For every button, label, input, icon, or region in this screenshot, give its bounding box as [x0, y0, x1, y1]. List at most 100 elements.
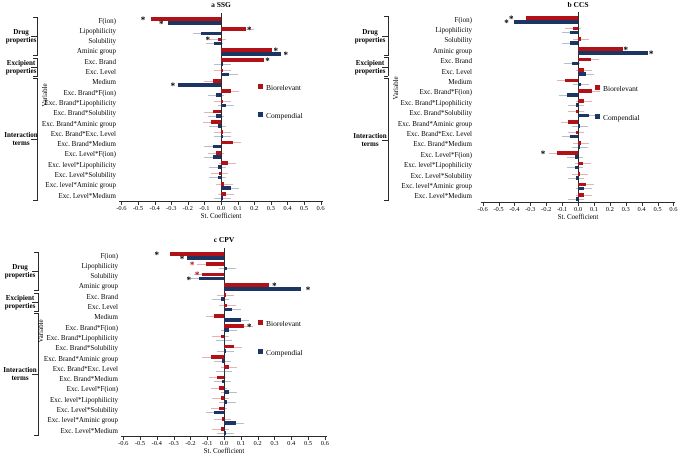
- error-whisker: [237, 29, 255, 31]
- x-tick: [257, 437, 259, 440]
- error-whisker: [213, 418, 231, 420]
- category-label: F(ion): [98, 16, 117, 25]
- bar-biorelevant: [213, 313, 224, 318]
- x-tick: [578, 203, 579, 206]
- group-bracket-cap: [384, 15, 388, 17]
- error-whisker: [566, 157, 583, 158]
- bar-biorelevant: [224, 293, 226, 297]
- error-whisker: [584, 90, 601, 92]
- category-label: Exc. Brand: [440, 57, 473, 66]
- bar-compendial: [578, 72, 586, 76]
- bar-biorelevant: [578, 88, 593, 93]
- legend-label: Biorelevant: [603, 83, 638, 93]
- bar-compendial: [576, 103, 578, 108]
- category-label: Exc. Brand*Lipophilicity: [46, 333, 118, 342]
- bar-compendial: [214, 41, 221, 46]
- bar-compendial: [578, 186, 585, 191]
- group-bracket: [38, 292, 39, 312]
- x-tick: [673, 203, 675, 206]
- group-bracket-cap: [384, 57, 388, 59]
- bar-compendial: [570, 30, 578, 35]
- x-tick: [482, 203, 484, 206]
- x-tick-label: 0.2: [605, 205, 614, 213]
- bar-compendial: [221, 196, 223, 200]
- category-label: Exc. Level*F(ion): [420, 150, 472, 159]
- significance-star: *: [154, 249, 160, 260]
- bar-biorelevant: [221, 140, 233, 145]
- bar-biorelevant: [578, 192, 585, 197]
- legend-label: Compendial: [603, 112, 640, 122]
- significance-star: *: [186, 274, 191, 285]
- x-tick: [224, 437, 225, 440]
- category-label: Exc. level*Lipophilicity: [47, 160, 116, 169]
- significance-star: *: [246, 25, 252, 36]
- bar-biorelevant: [525, 16, 578, 20]
- bar-biorelevant: [565, 78, 578, 83]
- x-tick-label: -0.1: [202, 439, 213, 447]
- category-label: Aminic group: [78, 282, 118, 291]
- error-whisker: [214, 64, 231, 65]
- x-tick-label: -0.2: [541, 205, 552, 213]
- x-tick-label: -0.3: [525, 205, 536, 213]
- legend-label: Compendial: [266, 347, 303, 357]
- bar-compendial: [578, 51, 648, 56]
- error-whisker: [578, 73, 594, 75]
- group-bracket: [37, 78, 38, 201]
- x-tick: [270, 202, 272, 205]
- bar-biorelevant: [557, 151, 578, 155]
- bar-compendial: [213, 410, 224, 415]
- error-whisker: [565, 28, 582, 30]
- bar-compendial: [212, 144, 221, 149]
- x-tick-label: -0.3: [166, 204, 177, 212]
- category-label: F(ion): [100, 251, 119, 260]
- x-tick-label: 0.0: [219, 439, 229, 447]
- x-axis-line: [480, 202, 676, 203]
- bar-biorelevant: [211, 120, 221, 124]
- category-label: Aminic group: [432, 46, 472, 55]
- error-whisker: [214, 70, 231, 72]
- category-label: Exc. Brand*Exc. Level: [50, 129, 116, 138]
- category-label: Medium: [92, 78, 116, 87]
- x-tick: [187, 202, 189, 205]
- group-bracket: [388, 15, 389, 56]
- x-tick: [657, 203, 659, 206]
- category-label: Exc. Brand*F(ion): [65, 323, 119, 332]
- x-tick-label: -0.2: [182, 204, 193, 212]
- group-bracket-cap: [384, 75, 388, 77]
- x-tick: [320, 202, 322, 205]
- legend-item-biorelevant: Biorelevant: [258, 83, 318, 91]
- category-label: Exc. Brand: [84, 57, 117, 66]
- legend-item-compendial: Compendial: [258, 111, 318, 119]
- x-tick: [287, 202, 289, 205]
- category-label: F(ion): [454, 15, 473, 24]
- x-tick: [190, 437, 192, 440]
- significance-star: *: [265, 55, 270, 66]
- group-bracket: [38, 313, 39, 436]
- x-tick: [207, 437, 209, 440]
- chart-title: b CCS: [567, 0, 589, 9]
- category-label: Lipophilicity: [81, 261, 118, 270]
- group-bracket-cap: [384, 54, 388, 56]
- bar-compendial: [224, 400, 228, 405]
- category-label: Exc. Level*Solubility: [56, 406, 118, 414]
- chart-ccs: b CCS -0.6 -0.5 -0.4 -0.3 -0.2 -0.1 0.0 0.1 0.2 0.…: [339, 0, 678, 228]
- bar-compendial: [222, 379, 224, 384]
- legend-swatch: [595, 85, 600, 90]
- category-label: Solubility: [90, 272, 118, 281]
- category-label: Exc. Brand*Exc. Level: [406, 129, 472, 138]
- x-tick-label: 0.1: [236, 439, 245, 447]
- x-tick-label: 0.3: [621, 205, 630, 213]
- category-label: Exc. Level*Medium: [414, 192, 472, 201]
- x-tick: [641, 203, 643, 206]
- category-label: Exc. Brand*Solubility: [55, 344, 118, 353]
- x-tick: [240, 437, 242, 440]
- x-tick-label: 0.6: [320, 439, 329, 447]
- bar-compendial: [224, 266, 228, 271]
- bar-biorelevant: [221, 89, 231, 93]
- legend-swatch: [258, 320, 263, 325]
- category-label: Exc. level*Aminic group: [45, 181, 116, 190]
- error-whisker: [566, 167, 583, 169]
- bar-biorelevant: [578, 68, 585, 72]
- group-bracket-connector: [382, 139, 388, 141]
